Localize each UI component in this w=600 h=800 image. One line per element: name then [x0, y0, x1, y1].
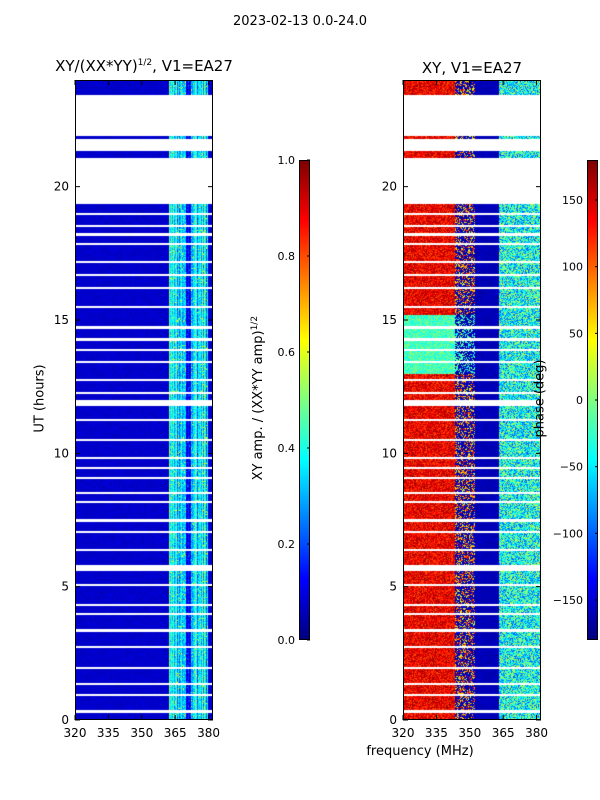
right-ytick-label: 0 [389, 713, 397, 727]
right-cbar-tick-label: 150 [562, 194, 583, 207]
right-cbar-tick-label: −50 [560, 461, 583, 474]
right-colorbar-gradient [588, 161, 597, 639]
right-xtick-label: 335 [425, 726, 448, 740]
right-ytick-label: 5 [389, 580, 397, 594]
right-ytick-label: 10 [382, 446, 397, 460]
left-cbar-tick-label: 0.4 [278, 442, 296, 455]
left-cbar-tick-label: 1.0 [278, 154, 296, 167]
left-xtick-label: 350 [130, 726, 153, 740]
left-ytick-label: 10 [54, 446, 69, 460]
left-ytick-label: 15 [54, 313, 69, 327]
left-colorbar [299, 160, 310, 640]
left-xtick-label: 380 [197, 726, 220, 740]
left-cbar-tick-label: 0.6 [278, 346, 296, 359]
left-cbar-tick-label: 0.2 [278, 538, 296, 551]
left-xtick-label: 335 [97, 726, 120, 740]
left-cbar-tick-label: 0.8 [278, 250, 296, 263]
right-heatmap-plot [403, 80, 541, 720]
right-ytick-label: 20 [382, 180, 397, 194]
left-xtick-label: 320 [64, 726, 87, 740]
right-xtick-label: 380 [525, 726, 548, 740]
right-xtick-label: 365 [492, 726, 515, 740]
right-xtick-label: 350 [458, 726, 481, 740]
left-ytick-label: 20 [54, 180, 69, 194]
left-title-rest: , V1=EA27 [152, 57, 233, 75]
left-panel-title: XY/(XX*YY)1/2, V1=EA27 [40, 57, 248, 75]
right-cbar-tick-label: 100 [562, 261, 583, 274]
left-title-main: XY/(XX*YY) [55, 57, 138, 75]
shared-xlabel: frequency (MHz) [366, 744, 474, 759]
right-xtick-label: 320 [392, 726, 415, 740]
left-ytick-label: 0 [61, 713, 69, 727]
right-cbar-tick-label: −100 [553, 527, 583, 540]
left-title-exponent: 1/2 [137, 58, 153, 68]
right-heatmap-canvas [404, 81, 540, 719]
left-xtick-label: 365 [164, 726, 187, 740]
left-heatmap-plot [75, 80, 213, 720]
right-colorbar-label: phase (deg) [532, 359, 548, 438]
left-colorbar-gradient [300, 161, 309, 639]
figure-suptitle: 2023-02-13 0.0-24.0 [233, 14, 367, 29]
right-panel-title: XY, V1=EA27 [421, 59, 523, 77]
right-cbar-tick-label: −150 [553, 594, 583, 607]
left-ytick-label: 5 [61, 580, 69, 594]
left-heatmap-canvas [76, 81, 212, 719]
right-cbar-tick-label: 0 [576, 394, 583, 407]
right-cbar-tick-label: 50 [569, 327, 583, 340]
right-ytick-label: 15 [382, 313, 397, 327]
left-cbar-tick-label: 0.0 [278, 634, 296, 647]
